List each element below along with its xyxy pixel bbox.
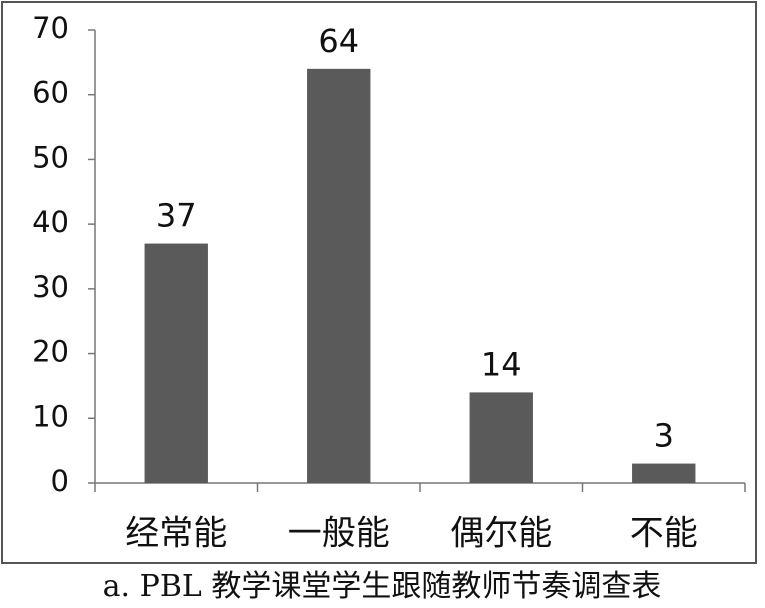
y-tick-label: 40: [32, 205, 69, 239]
data-label: 64: [318, 22, 359, 60]
x-tick-label: 偶尔能: [450, 514, 552, 554]
bar: [632, 463, 696, 483]
x-tick-label: 经常能: [125, 514, 227, 554]
y-tick-label: 30: [32, 270, 69, 304]
y-tick-label: 70: [32, 11, 69, 45]
bar: [307, 68, 371, 483]
bar: [469, 392, 533, 483]
y-tick-label: 10: [32, 399, 69, 433]
y-tick-label: 50: [32, 140, 69, 174]
x-tick-label: 一般能: [288, 514, 390, 554]
chart-frame: [1, 1, 757, 564]
y-tick-label: 20: [32, 335, 69, 369]
data-label: 14: [481, 345, 522, 383]
chart-caption: a. PBL 教学课堂学生跟随教师节奏调查表: [103, 569, 662, 604]
y-tick-label: 60: [32, 76, 69, 110]
data-label: 37: [156, 197, 197, 235]
x-tick-label: 不能: [630, 514, 698, 554]
bar: [144, 243, 208, 483]
data-label: 3: [654, 417, 674, 455]
y-tick-label: 0: [51, 464, 69, 498]
